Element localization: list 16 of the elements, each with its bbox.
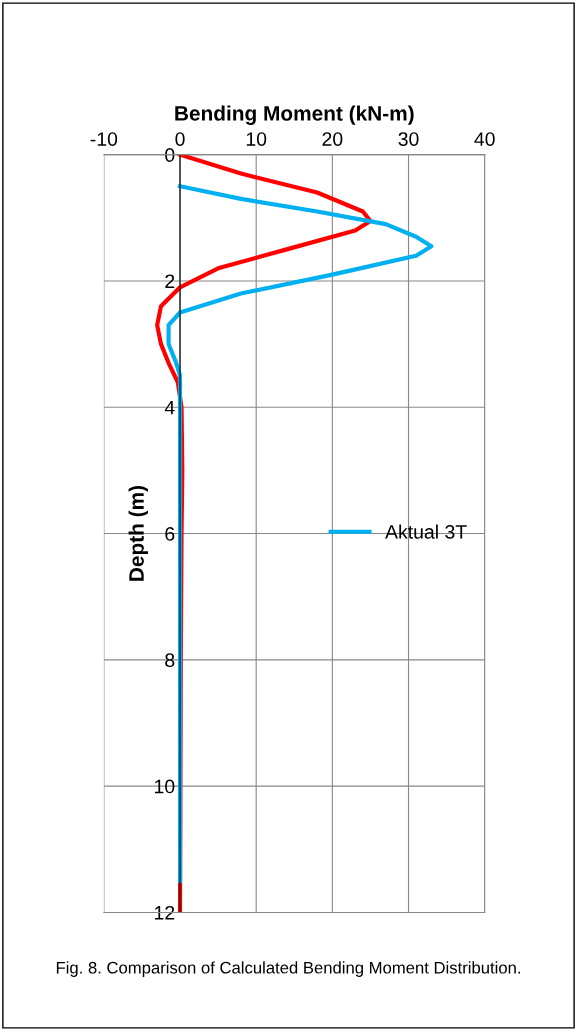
x-axis-title: Bending Moment (kN-m) [175, 105, 414, 125]
x-tick-label: 0 [175, 132, 185, 146]
y-tick-label: 8 [165, 653, 175, 668]
x-tick-label: -10 [90, 132, 118, 146]
y-tick-label: 2 [165, 274, 175, 288]
y-tick-label: 4 [164, 400, 175, 415]
y-axis-title: Depth (m) [128, 485, 148, 581]
y-tick-label: 6 [165, 527, 175, 541]
y-tick-label: 10 [155, 779, 175, 794]
x-tick-label: 30 [398, 132, 419, 146]
legend-label: Aktual 3T [385, 524, 467, 539]
x-tick-label: 20 [322, 132, 343, 146]
x-tick-label: 40 [474, 132, 495, 146]
x-tick-label: 10 [246, 132, 267, 146]
caption: Fig. 8. Comparison of Calculated Bending Moment Distribution. [56, 961, 520, 977]
y-tick-label: 12 [155, 905, 175, 920]
